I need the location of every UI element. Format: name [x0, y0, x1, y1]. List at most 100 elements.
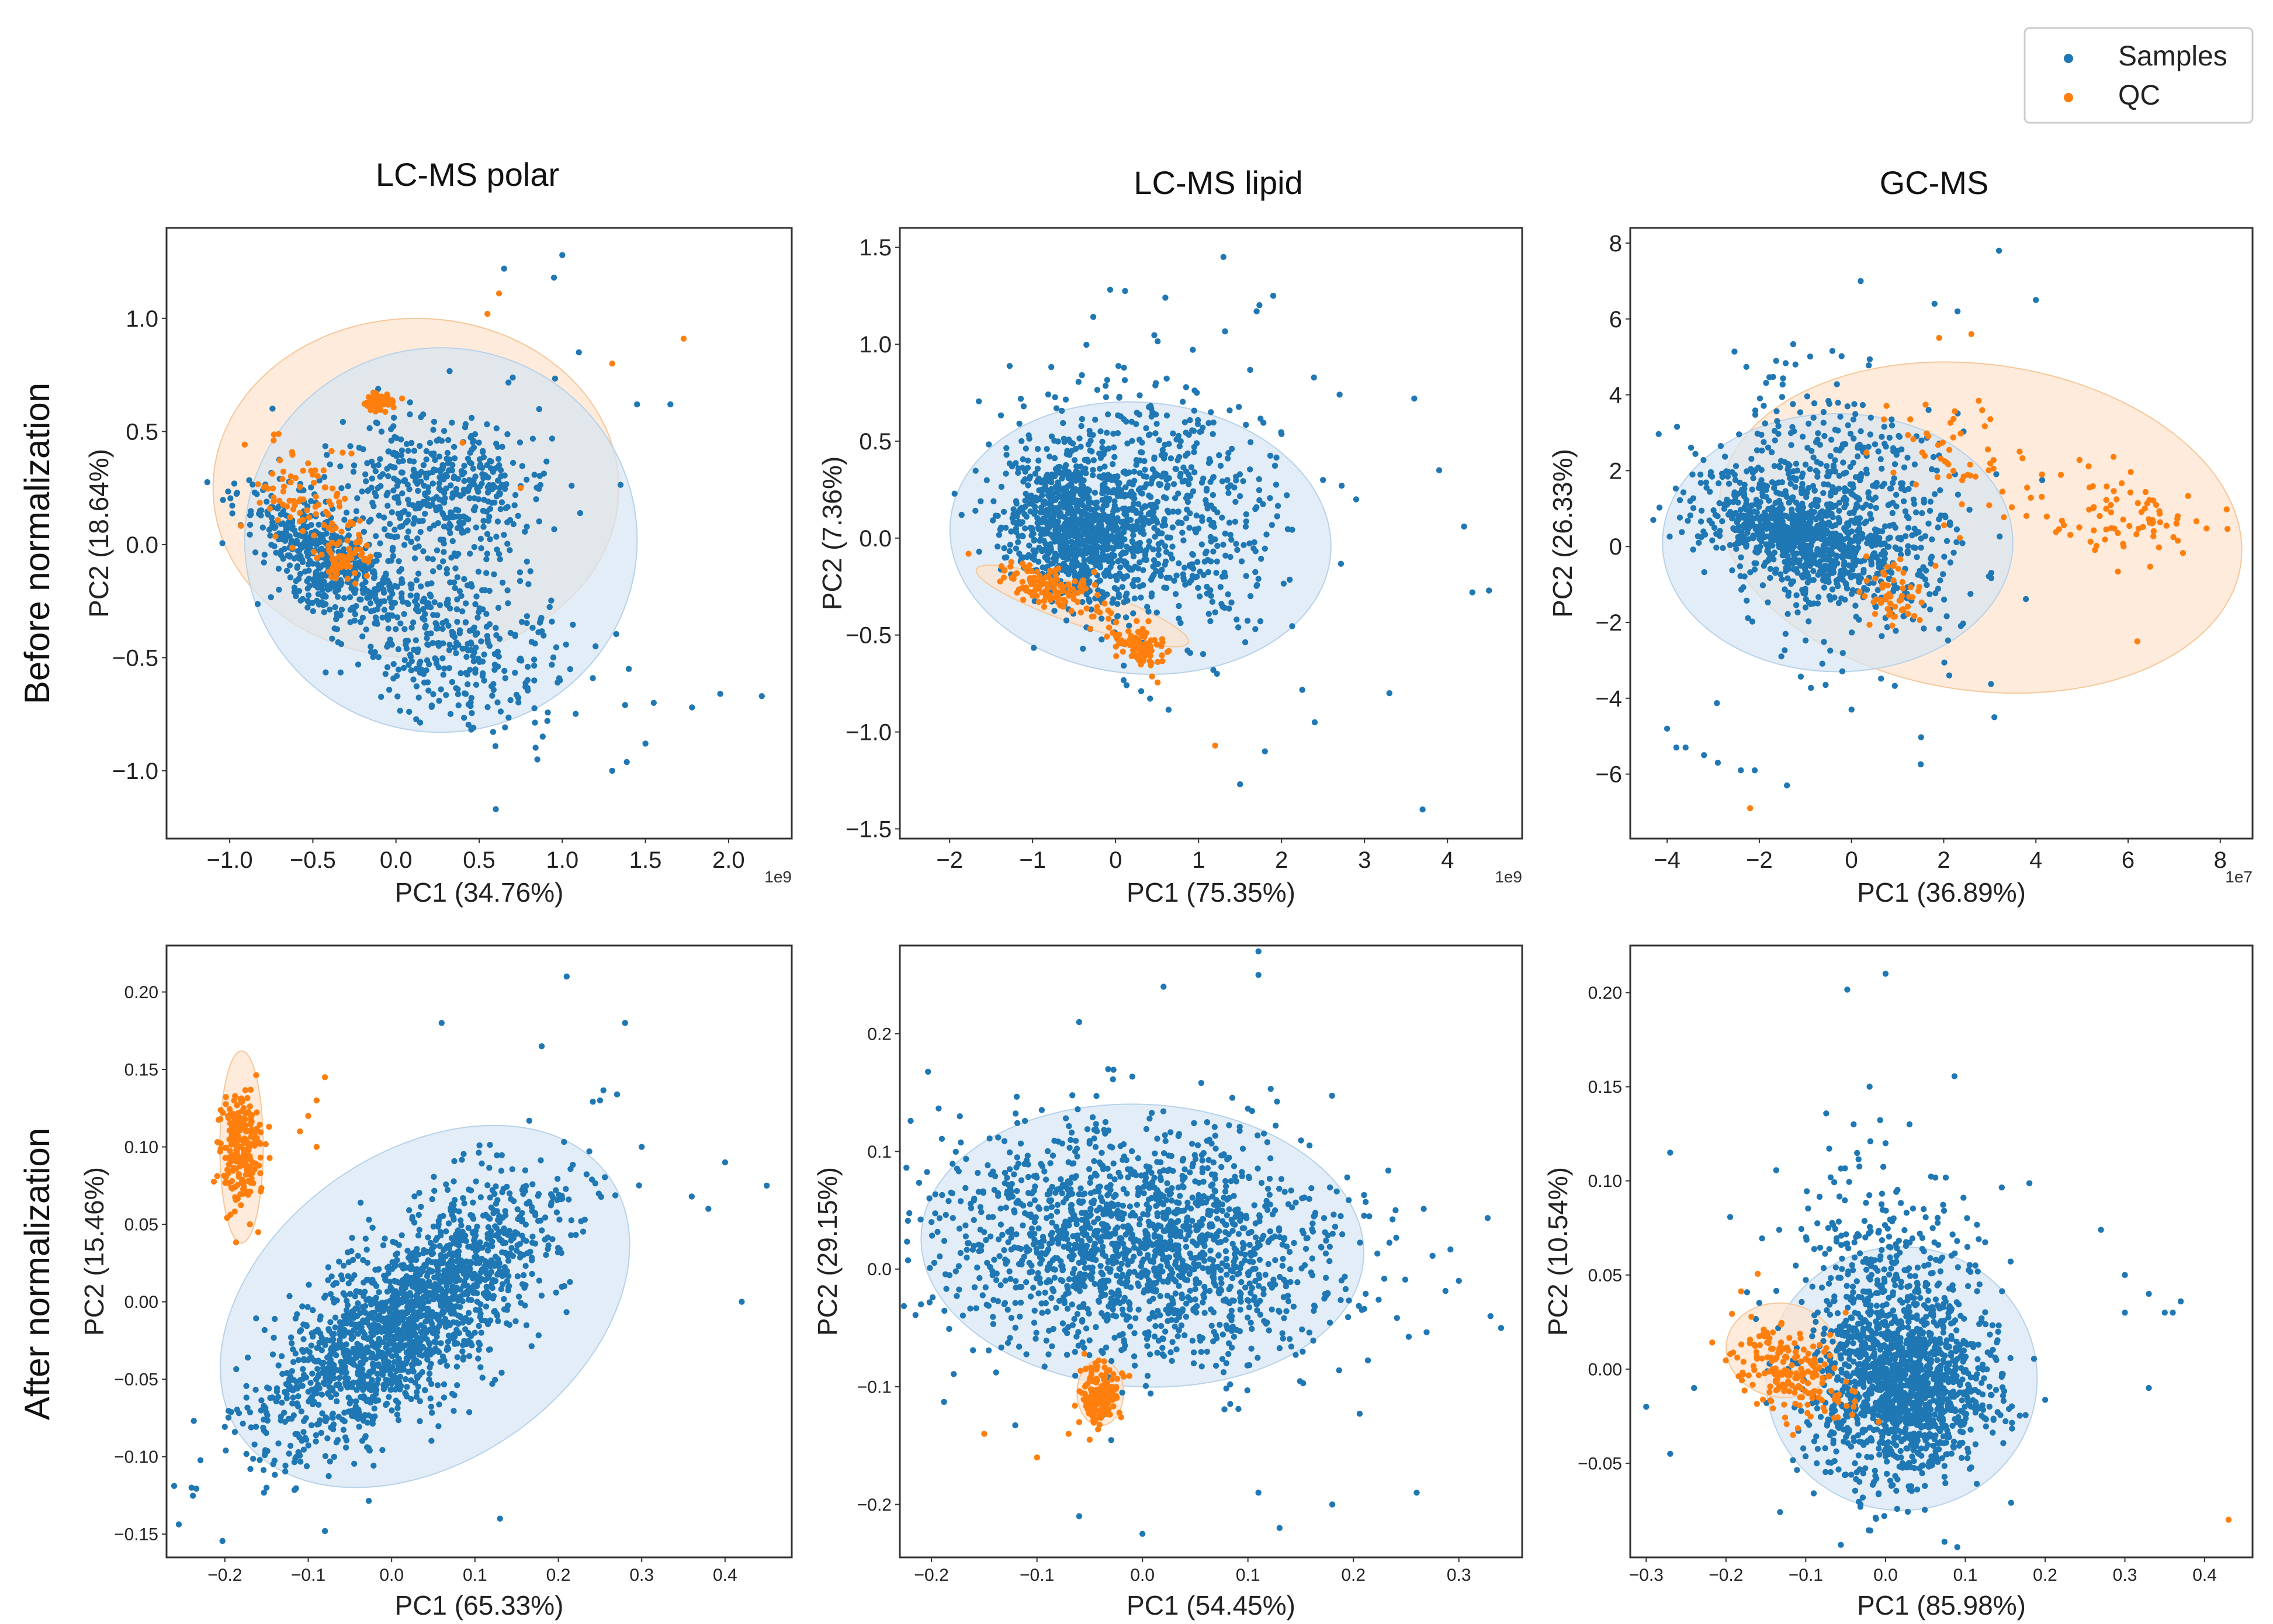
point-samples — [476, 1149, 482, 1156]
point-samples — [488, 458, 494, 465]
point-qc — [339, 553, 346, 560]
point-samples — [1775, 515, 1781, 522]
point-qc — [1134, 618, 1140, 624]
point-samples — [1746, 507, 1752, 514]
point-samples — [507, 547, 513, 553]
point-samples — [1131, 595, 1138, 602]
point-samples — [1098, 522, 1104, 529]
point-samples — [456, 630, 463, 636]
point-samples — [1902, 533, 1909, 539]
point-samples — [1811, 400, 1818, 407]
point-samples — [1655, 431, 1662, 437]
point-samples — [1053, 505, 1059, 511]
point-samples — [1115, 363, 1122, 369]
point-samples — [1130, 610, 1136, 617]
point-samples — [1882, 523, 1889, 529]
point-samples — [1938, 512, 1944, 519]
point-qc — [390, 404, 397, 411]
point-samples — [394, 534, 400, 540]
point-qc — [276, 457, 283, 463]
point-samples — [507, 697, 514, 704]
point-samples — [1751, 767, 1758, 774]
point-samples — [505, 379, 512, 386]
point-samples — [1079, 372, 1085, 379]
point-samples — [384, 664, 391, 670]
point-samples — [1777, 464, 1783, 470]
point-samples — [1790, 512, 1797, 518]
point-qc — [2110, 453, 2117, 460]
point-samples — [1787, 480, 1794, 487]
point-samples — [1159, 446, 1166, 453]
point-samples — [480, 448, 486, 454]
point-samples — [1810, 567, 1817, 574]
point-qc — [1139, 626, 1146, 632]
point-samples — [1750, 475, 1756, 482]
point-samples — [689, 704, 695, 711]
point-samples — [1187, 475, 1193, 482]
point-samples — [383, 570, 389, 577]
point-samples — [1786, 499, 1793, 505]
point-samples — [1782, 647, 1788, 653]
point-samples — [1107, 286, 1114, 293]
point-qc — [1044, 582, 1051, 588]
point-samples — [1053, 405, 1060, 411]
point-qc — [2157, 519, 2163, 525]
point-samples — [401, 477, 408, 483]
point-samples — [1131, 468, 1138, 475]
point-samples — [309, 600, 316, 607]
point-samples — [577, 510, 584, 517]
point-samples — [1129, 481, 1136, 488]
point-samples — [1153, 421, 1160, 427]
point-qc — [280, 501, 286, 508]
point-samples — [1267, 452, 1274, 459]
point-samples — [1846, 562, 1852, 569]
point-samples — [398, 469, 405, 476]
point-samples — [1835, 400, 1841, 406]
series-qc — [1747, 331, 2231, 812]
point-samples — [1136, 470, 1143, 476]
point-samples — [1192, 574, 1198, 581]
point-qc — [2203, 525, 2210, 532]
point-samples — [524, 524, 530, 530]
point-samples — [417, 529, 424, 535]
x-tick-label: 0.5 — [463, 847, 496, 873]
point-samples — [1773, 566, 1779, 573]
point-samples — [1003, 452, 1010, 458]
point-samples — [439, 625, 446, 632]
point-samples — [1008, 528, 1014, 535]
point-samples — [501, 532, 507, 538]
point-samples — [1891, 683, 1898, 689]
point-samples — [504, 431, 511, 438]
point-samples — [413, 577, 420, 584]
point-samples — [522, 684, 529, 690]
y-tick-label: −1.0 — [846, 720, 892, 746]
point-qc — [1910, 436, 1917, 442]
point-samples — [379, 471, 386, 477]
point-qc — [1881, 416, 1887, 423]
point-samples — [1219, 573, 1226, 580]
point-samples — [1219, 514, 1225, 521]
point-samples — [1761, 439, 1767, 445]
point-samples — [1898, 551, 1904, 558]
point-samples — [250, 482, 256, 488]
point-samples — [304, 524, 310, 531]
point-samples — [1747, 569, 1754, 576]
point-samples — [1915, 529, 1922, 535]
point-samples — [1080, 469, 1086, 476]
point-qc — [1863, 553, 1870, 560]
point-samples — [269, 519, 276, 526]
point-qc — [517, 484, 524, 491]
point-samples — [1142, 503, 1149, 510]
point-samples — [1738, 586, 1745, 593]
point-samples — [1234, 546, 1241, 553]
point-samples — [447, 711, 454, 718]
point-samples — [1672, 485, 1679, 492]
point-samples — [460, 486, 467, 493]
point-samples — [1714, 700, 1720, 707]
point-samples — [1103, 394, 1110, 400]
point-samples — [1212, 609, 1218, 616]
point-samples — [453, 506, 459, 513]
point-qc — [328, 520, 335, 527]
point-samples — [427, 439, 434, 446]
point-samples — [1195, 584, 1201, 591]
